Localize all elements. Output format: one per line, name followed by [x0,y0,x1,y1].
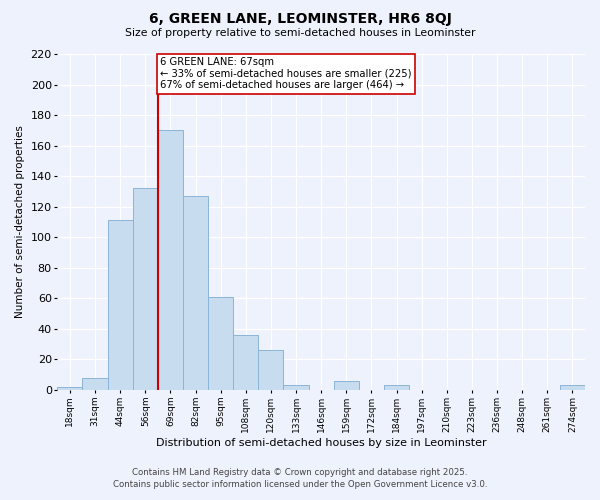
Bar [334,381,359,390]
X-axis label: Distribution of semi-detached houses by size in Leominster: Distribution of semi-detached houses by … [156,438,487,448]
Bar [58,387,82,390]
Bar [233,335,259,390]
Text: 6, GREEN LANE, LEOMINSTER, HR6 8QJ: 6, GREEN LANE, LEOMINSTER, HR6 8QJ [149,12,451,26]
Bar [107,220,133,390]
Bar [283,386,308,390]
Text: Contains HM Land Registry data © Crown copyright and database right 2025.
Contai: Contains HM Land Registry data © Crown c… [113,468,487,489]
Bar [158,130,183,390]
Y-axis label: Number of semi-detached properties: Number of semi-detached properties [15,126,25,318]
Bar [259,350,283,390]
Bar [82,378,107,390]
Bar [384,386,409,390]
Text: 6 GREEN LANE: 67sqm
← 33% of semi-detached houses are smaller (225)
67% of semi-: 6 GREEN LANE: 67sqm ← 33% of semi-detach… [160,57,412,90]
Bar [208,297,233,390]
Bar [560,386,585,390]
Bar [183,196,208,390]
Bar [133,188,158,390]
Text: Size of property relative to semi-detached houses in Leominster: Size of property relative to semi-detach… [125,28,475,38]
